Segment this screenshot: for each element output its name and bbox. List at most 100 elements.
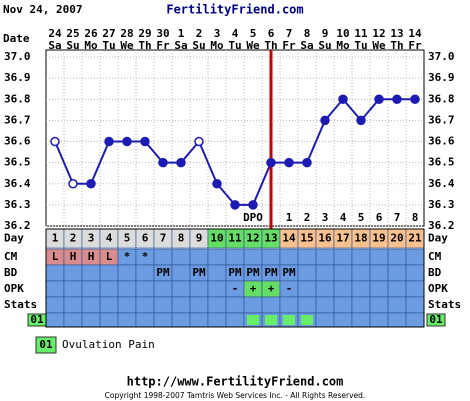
temperature-point	[194, 136, 204, 147]
x-tick-label: 13	[390, 27, 403, 40]
table-cell	[351, 280, 371, 298]
table-cell	[261, 296, 281, 314]
y-tick-label: 36.9	[4, 71, 31, 84]
footer-copyright: Copyright 1998-2007 Tamtris Web Services…	[105, 391, 366, 400]
y-tick-label-right: 36.5	[428, 156, 455, 169]
table-cell	[333, 312, 353, 328]
table-cell	[117, 312, 137, 328]
x-tick-label: 29	[138, 27, 151, 40]
y-tick-label-right: 36.3	[428, 198, 455, 211]
temperature-point	[392, 94, 402, 104]
table-cell	[63, 280, 83, 298]
row-label: BD	[4, 266, 18, 279]
row-label: Stats	[4, 298, 37, 311]
plot-area	[45, 49, 425, 227]
x-tick-label: 28	[120, 27, 133, 40]
x-tick-label: 10	[336, 27, 349, 40]
table-cell	[63, 312, 83, 328]
y-tick-label: 36.6	[4, 135, 31, 148]
table-cell	[99, 296, 119, 314]
x-tick-label: 4	[232, 27, 239, 40]
table-cell	[261, 248, 281, 266]
weekday-label: Tu	[354, 39, 367, 52]
temperature-point	[356, 115, 366, 126]
y-tick-label-right: 36.9	[428, 71, 455, 84]
cell-text: 1	[52, 232, 59, 245]
x-tick-label: 14	[408, 27, 422, 40]
table-cell	[351, 248, 371, 266]
y-tick-label: 36.2	[4, 219, 31, 232]
table-cell	[225, 312, 245, 328]
cell-text: 20	[390, 232, 403, 245]
cell-text: -	[232, 282, 239, 295]
table-cell	[243, 296, 263, 314]
weekday-label: Th	[390, 39, 403, 52]
weekday-label: Fr	[156, 39, 170, 52]
symptom-label-box-right	[426, 313, 446, 327]
table-cell	[99, 312, 119, 328]
x-tick-label: 26	[84, 27, 98, 40]
symptom-mark	[283, 315, 295, 325]
table-cell	[207, 264, 227, 282]
x-tick-label: 2	[196, 27, 203, 40]
weekday-label: Mo	[84, 39, 98, 52]
weekday-label: Fr	[408, 39, 422, 52]
x-label: Date	[3, 32, 30, 45]
table-cell	[315, 248, 335, 266]
temperature-point	[248, 200, 258, 210]
dpo-number: 2	[304, 211, 311, 224]
table-cell	[387, 312, 407, 328]
table-cell	[207, 280, 227, 298]
weekday-label: We	[120, 39, 134, 52]
y-tick-label: 36.3	[4, 198, 31, 211]
weekday-label: Th	[264, 39, 277, 52]
table-cell	[387, 280, 407, 298]
cell-text: H	[70, 250, 77, 263]
cell-text: +	[250, 282, 257, 295]
cell-text: 8	[178, 232, 185, 245]
cell-text: 5	[124, 232, 131, 245]
table-cell	[135, 296, 155, 314]
table-cell	[405, 264, 425, 282]
table-cell	[387, 296, 407, 314]
table-cell	[117, 280, 137, 298]
table-cell	[405, 312, 425, 328]
table-cell	[315, 280, 335, 298]
table-cell	[135, 264, 155, 282]
table-cell	[81, 280, 101, 298]
table-cell	[45, 312, 65, 328]
x-tick-label: 30	[156, 27, 169, 40]
table-cell	[99, 280, 119, 298]
table-cell	[315, 264, 335, 282]
table-cell	[63, 296, 83, 314]
x-tick-label: 25	[66, 27, 79, 40]
table-cell	[81, 312, 101, 328]
y-tick-label: 36.5	[4, 156, 31, 169]
table-cell	[369, 264, 389, 282]
table-cell	[387, 264, 407, 282]
cell-text: 10	[210, 232, 223, 245]
legend-code: 01	[39, 338, 53, 351]
table-cell	[207, 296, 227, 314]
table-cell	[333, 248, 353, 266]
temperature-point	[50, 136, 60, 147]
x-tick-label: 1	[178, 27, 185, 40]
table-cell	[171, 264, 191, 282]
cell-text: *	[124, 250, 131, 263]
table-cell	[153, 312, 173, 328]
cell-text: 19	[372, 232, 385, 245]
temperature-point	[410, 94, 420, 104]
table-cell	[189, 248, 209, 266]
dpo-number: 4	[340, 211, 347, 224]
x-tick-label: 7	[286, 27, 293, 40]
table-cell	[135, 312, 155, 328]
temperature-point	[104, 136, 114, 147]
table-cell	[297, 248, 317, 266]
table-cell	[135, 280, 155, 298]
table-cell	[369, 248, 389, 266]
y-tick-label: 36.7	[4, 113, 31, 126]
table-cell	[279, 296, 299, 314]
temperature-point	[302, 157, 312, 168]
symptom-label-right: 01	[429, 313, 443, 326]
row-label-right: CM	[428, 250, 442, 263]
